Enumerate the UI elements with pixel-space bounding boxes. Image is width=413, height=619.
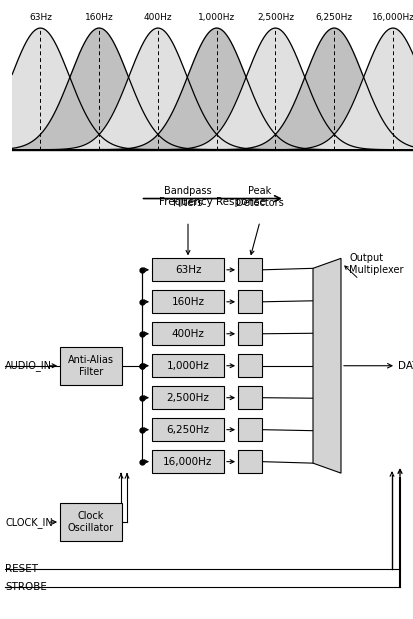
Text: 63Hz: 63Hz bbox=[29, 13, 52, 22]
Bar bbox=[238, 354, 262, 377]
Text: 63Hz: 63Hz bbox=[175, 265, 201, 275]
Text: 2,500Hz: 2,500Hz bbox=[166, 392, 209, 403]
Text: RESET: RESET bbox=[5, 564, 38, 574]
Bar bbox=[152, 386, 224, 409]
Bar bbox=[152, 322, 224, 345]
Bar bbox=[238, 386, 262, 409]
Text: AUDIO_IN: AUDIO_IN bbox=[5, 360, 52, 371]
Text: Anti-Alias
Filter: Anti-Alias Filter bbox=[68, 355, 114, 376]
Text: Bandpass
Filters: Bandpass Filters bbox=[164, 186, 212, 208]
Bar bbox=[60, 347, 122, 385]
Bar bbox=[238, 322, 262, 345]
Bar bbox=[238, 450, 262, 473]
Text: DATA_OUT: DATA_OUT bbox=[398, 360, 413, 371]
Text: 1,000Hz: 1,000Hz bbox=[198, 13, 235, 22]
Text: Output
Multiplexer: Output Multiplexer bbox=[349, 253, 404, 275]
Text: CLOCK_IN: CLOCK_IN bbox=[5, 517, 53, 527]
Text: 16,000Hz: 16,000Hz bbox=[163, 457, 213, 467]
Bar bbox=[152, 258, 224, 281]
Text: 16,000Hz: 16,000Hz bbox=[371, 13, 413, 22]
Text: 160Hz: 160Hz bbox=[85, 13, 114, 22]
Text: 400Hz: 400Hz bbox=[144, 13, 172, 22]
Text: 6,250Hz: 6,250Hz bbox=[316, 13, 353, 22]
Text: Clock
Oscillator: Clock Oscillator bbox=[68, 511, 114, 533]
Bar bbox=[238, 290, 262, 313]
Bar bbox=[152, 418, 224, 441]
Bar bbox=[60, 503, 122, 541]
Text: Peak
Detectors: Peak Detectors bbox=[236, 186, 284, 208]
Bar bbox=[152, 354, 224, 377]
Text: 160Hz: 160Hz bbox=[171, 297, 204, 307]
Bar bbox=[152, 450, 224, 473]
Polygon shape bbox=[313, 258, 341, 473]
Bar bbox=[152, 290, 224, 313]
Text: 2,500Hz: 2,500Hz bbox=[257, 13, 294, 22]
Text: STROBE: STROBE bbox=[5, 582, 47, 592]
Text: 400Hz: 400Hz bbox=[171, 329, 204, 339]
Bar bbox=[238, 258, 262, 281]
Text: 6,250Hz: 6,250Hz bbox=[166, 425, 209, 435]
Text: Frequency Response: Frequency Response bbox=[159, 197, 266, 207]
Bar bbox=[238, 418, 262, 441]
Text: 1,000Hz: 1,000Hz bbox=[166, 361, 209, 371]
